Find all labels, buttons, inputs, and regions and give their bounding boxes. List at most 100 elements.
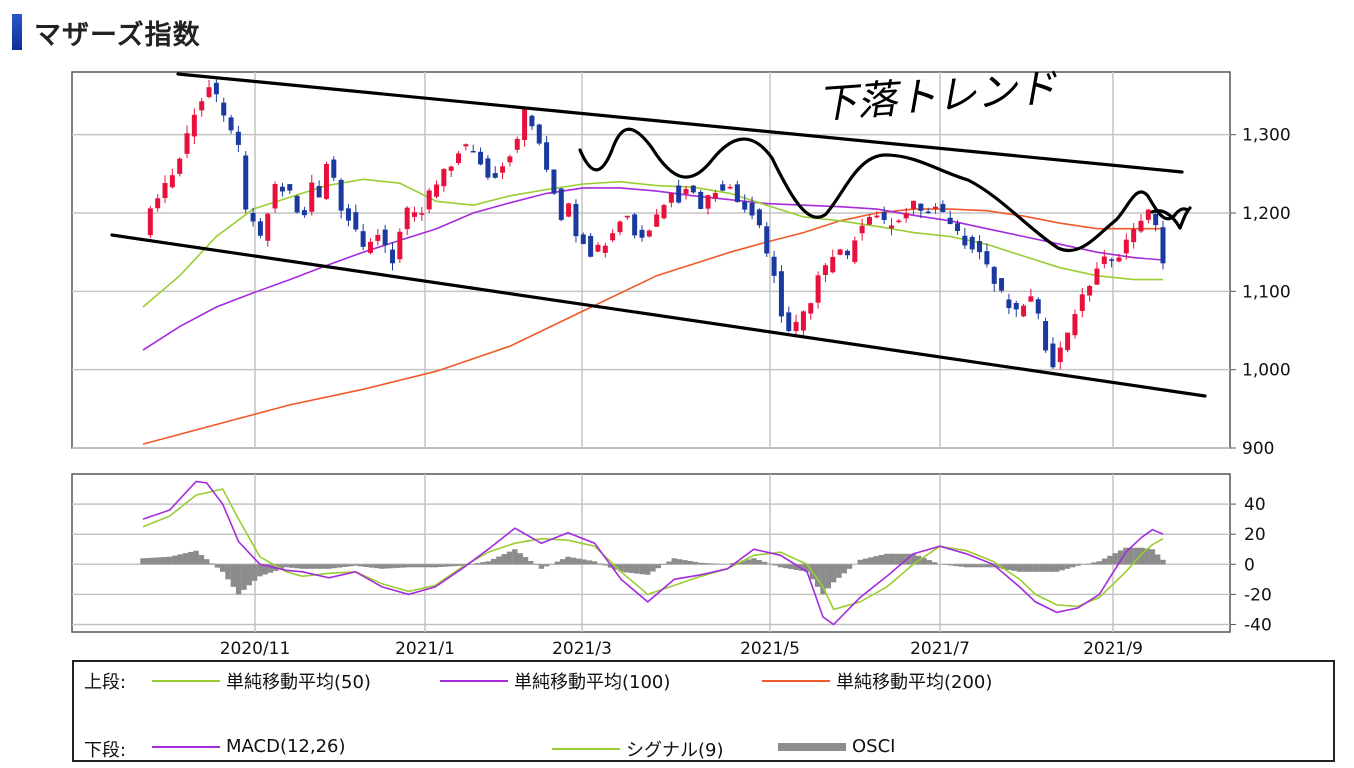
legend-label-ma100: 単純移動平均(100) [514,672,671,693]
x-tick-label: 2020/11 [220,639,291,659]
candle-up [1057,347,1063,363]
candle-down [544,142,550,170]
candle-down [1153,213,1159,226]
osci-bar [1133,547,1140,565]
candle-up [323,163,329,199]
osci-bar [841,564,847,574]
osci-bar [342,564,348,567]
osci-bar [379,564,385,569]
legend-item-signal: シグナル(9) [552,736,724,762]
osci-bar [1000,564,1007,570]
osci-bar [1064,564,1071,569]
osci-bar [756,560,762,565]
candle-up [683,188,689,195]
candle-down [257,221,263,236]
candle-down [955,223,961,232]
osci-bar [474,563,481,565]
osci-bar [416,564,422,568]
x-axis: 2020/11 2021/1 2021/3 2021/5 2021/7 2021/9 [220,639,1143,659]
ma200-line [142,208,1163,445]
candle-up [808,303,814,314]
osci-bar [448,564,454,567]
osci-bar [358,564,364,567]
osci-bar [602,564,608,566]
candle-up [265,213,271,241]
candle-down [478,151,484,165]
candle-up [566,203,572,217]
candle-down [301,210,307,216]
osci-bar [708,563,715,565]
candle-down [279,186,285,192]
osci-bar [1160,559,1166,565]
osci-bar [958,564,964,567]
osci-bar [262,564,268,575]
candle-up [933,206,939,209]
osci-bar [352,564,359,566]
osci-bar [857,559,863,565]
osci-bar [740,560,747,565]
candle-up [1138,220,1144,232]
candle-down [639,229,645,238]
legend-lower-head: 下段: [84,740,127,761]
osci-bar [878,554,885,565]
candle-down [382,229,388,246]
candle-down [690,185,696,193]
candle-down [999,278,1005,291]
osci-bar [177,554,183,565]
legend-item-ma200: 単純移動平均(200) [762,668,992,694]
candle-up [191,114,197,137]
candle-down [243,155,249,210]
candle-up [500,166,506,173]
candle-up [727,186,733,189]
osci-bar [644,564,651,575]
candle-down [881,212,887,221]
candle-up [1101,256,1107,265]
candle-down [353,212,359,230]
osci-bar [660,564,667,565]
osci-bar [1128,547,1134,565]
osci-bar [729,563,736,565]
osci-bar [315,564,322,569]
osci-bar [570,557,577,565]
candle-down [984,251,990,265]
candle-up [1087,286,1093,296]
end-hook [1150,206,1192,230]
osci-bar [166,556,173,565]
osci-bar [899,553,906,565]
osci-bar [193,550,199,565]
candle-down [338,179,344,211]
osci-bar [246,564,252,586]
osci-bar [1096,561,1102,565]
page-title: マザーズ指数 [34,19,201,51]
candle-up [426,190,432,210]
candle-down [698,191,704,209]
osci-bar [453,564,460,567]
candle-up [272,184,278,209]
osci-bar [204,559,210,565]
candle-down [1006,299,1012,309]
osci-bar [432,564,438,568]
candle-down [778,271,784,317]
candle-up [712,192,718,199]
osci-bar [1006,564,1012,571]
candle-down [294,195,300,213]
candle-up [595,244,601,252]
osci-bar [575,558,582,565]
osci-bar [676,559,683,565]
osci-bar [777,564,784,568]
candle-up [866,217,872,225]
osci-bar [767,563,773,565]
candle-up [1021,305,1027,317]
candle-up [456,153,462,164]
osci-bar [671,558,677,565]
legend-label-ma50: 単純移動平均(50) [226,672,371,693]
candle-down [991,266,997,284]
legend-swatch-ma100 [440,680,508,682]
osci-bar [156,557,162,565]
osci-bar [846,564,853,569]
osci-bar [544,564,550,567]
legend-label-macd: MACD(12,26) [226,736,346,757]
legend: 上段: 単純移動平均(50) 単純移動平均(100) 単純移動平均(200) 下… [72,660,1335,762]
osci-bar [512,549,518,565]
candle-down [228,117,234,131]
